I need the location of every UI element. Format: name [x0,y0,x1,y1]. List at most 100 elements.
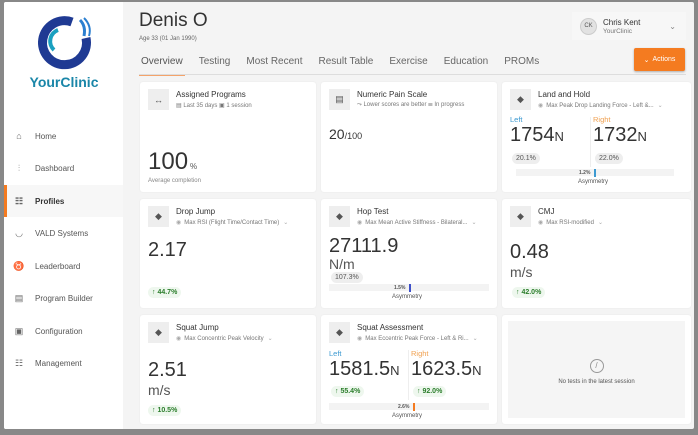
left-label: Left [510,115,523,124]
configuration-icon: ▣ [14,325,24,336]
squatjump-card[interactable]: ◆ Squat Jump ◉ Max Concentric Peak Velocity… [140,315,316,424]
info-icon: ◉ [176,220,182,226]
calendar-icon: ▤ [176,103,184,109]
profile-header: Denis O Age 33 (01 Jan 1990) Overview Tes… [139,2,694,76]
squatassess-card[interactable]: ◆ Squat Assessment ◉ Max Eccentric Peak For… [321,315,497,424]
tab-education[interactable]: Education [443,56,489,67]
user-menu[interactable]: CK Chris Kent YourClinic ⌄ [572,12,686,40]
empty-card[interactable]: / No tests in the latest session [502,315,691,424]
divider [139,74,686,75]
pain-card[interactable]: ▤ Numeric Pain Scale ⤳ Lower scores are be… [321,82,497,192]
card-title: Drop Jump [176,207,216,216]
metric-label: Max Concentric Peak Velocity [184,336,264,342]
tab-most-recent[interactable]: Most Recent [246,56,303,67]
user-name: Chris Kent [603,17,641,27]
divider [590,117,591,167]
session-icon: ▣ [219,103,227,109]
card-title: Squat Assessment [357,323,424,332]
age-text: Age 33 (01 Jan 1990) [139,36,197,42]
asymmetry-value: 1.2% [579,170,591,176]
metric-label: Max RSI-modified [546,220,594,226]
left-change: 20.1% [512,153,540,164]
tab-overview[interactable]: Overview [139,54,185,76]
metric-select[interactable]: ◉ Max Mean Active Stiffness - Bilateral..… [357,219,477,226]
sidebar: YourClinic ⌂ Home ⫶ Dashboard ☷ Profiles ◡ VALD… [4,2,123,429]
pain-score: 20/100 [329,126,362,142]
completion-caption: Average completion [148,178,201,184]
home-icon: ⌂ [16,131,22,141]
value: 2.17 [148,239,187,261]
sidebar-item-vald-systems[interactable]: ◡ VALD Systems [4,218,123,250]
pain-value: 20 [329,126,345,142]
info-icon: ◉ [357,336,363,342]
unit: N [554,129,564,144]
change-badge: ↑ 42.0% [512,287,546,298]
chevron-down-icon: ⌄ [283,220,289,226]
force-plate-icon: ◆ [510,206,531,227]
profiles-icon: ☷ [14,195,24,206]
right-label: Right [593,115,611,124]
brand-name: YourClinic [29,74,99,90]
asymmetry-bar [413,403,415,411]
sessions: 1 session [226,103,252,109]
land-card[interactable]: ◆ Land and Hold ◉ Max Peak Drop Landing For… [502,82,691,192]
value: 0.48 [510,241,549,263]
empty-state: / No tests in the latest session [508,321,685,418]
drop-card[interactable]: ◆ Drop Jump ◉ Max RSI (Flight Time/Contact … [140,199,316,308]
metric-label: Max Eccentric Peak Force - Left & Ri... [365,336,469,342]
asymmetry-bar [409,284,411,292]
pain-notes: ⤳ Lower scores are better ☰ In progress [357,102,464,109]
left-value: 1581.5N [329,358,400,381]
program-meta: ▤ Last 35 days ▣ 1 session [176,102,252,109]
unit: m/s [148,382,171,398]
sidebar-item-configuration[interactable]: ▣ Configuration [4,315,123,347]
unit: N [472,363,482,378]
app-window: YourClinic ⌂ Home ⫶ Dashboard ☷ Profiles ◡ VALD… [4,2,694,429]
unit: N [637,129,647,144]
left-label: Left [329,349,342,358]
card-title: Numeric Pain Scale [357,90,428,99]
hop-card[interactable]: ◆ Hop Test ◉ Max Mean Active Stiffness - Bi… [321,199,497,308]
tab-proms[interactable]: PROMs [504,56,540,67]
tab-testing[interactable]: Testing [198,56,231,67]
change-badge: ↑ 10.5% [148,405,182,416]
note: Lower scores are better [363,102,427,108]
asymmetry-label: Asymmetry [578,179,608,185]
assigned-card[interactable]: ↔ Assigned Programs ▤ Last 35 days ▣ 1 ses… [140,82,316,192]
metric-select[interactable]: ◉ Max Peak Drop Landing Force - Left &...… [538,102,663,109]
metric-select[interactable]: ◉ Max RSI (Flight Time/Contact Time) ⌄ [176,219,288,226]
info-icon: ◉ [538,103,544,109]
metric-select[interactable]: ◉ Max RSI-modified ⌄ [538,219,603,226]
card-title: Squat Jump [176,323,219,332]
right-value: 1623.5N [411,358,482,381]
sidebar-item-profiles[interactable]: ☷ Profiles [4,185,123,217]
asymmetry-value: 2.6% [398,404,410,410]
force-plate-icon: ◆ [329,322,350,343]
program-builder-icon: ▤ [14,293,24,303]
sidebar-item-label: Leaderboard [35,261,81,271]
avatar: CK [580,17,597,35]
clipboard-icon: ▤ [329,89,350,110]
actions-button[interactable]: ⌄ Actions [634,48,685,71]
metric-select[interactable]: ◉ Max Eccentric Peak Force - Left & Ri...… [357,335,478,342]
sidebar-item-leaderboard[interactable]: ♉ Leaderboard [4,250,123,282]
tab-exercise[interactable]: Exercise [389,56,428,67]
sidebar-item-management[interactable]: ☷ Management [4,348,123,380]
info-icon: ◉ [357,220,363,226]
tab-result-table[interactable]: Result Table [318,56,374,67]
sidebar-item-program-builder[interactable]: ▤ Program Builder [4,283,123,315]
sidebar-item-label: VALD Systems [35,229,89,238]
value: 1754 [510,124,555,146]
sidebar-item-label: Management [35,359,82,368]
gauge-icon: / [589,359,604,373]
info-icon: ◉ [176,336,182,342]
chevron-down-icon: ⌄ [267,336,273,342]
metric-select[interactable]: ◉ Max Concentric Peak Velocity ⌄ [176,335,273,342]
leaderboard-icon: ♉ [13,260,25,271]
cmj-card[interactable]: ◆ CMJ ◉ Max RSI-modified ⌄ 0.48 m/s ↑ 42.0% [502,199,691,308]
card-title: Hop Test [357,207,389,216]
sidebar-item-dashboard[interactable]: ⫶ Dashboard [4,153,123,185]
sidebar-item-home[interactable]: ⌂ Home [4,120,123,152]
trend-icon: ⤳ [357,102,364,108]
force-plate-icon: ◆ [510,89,531,110]
